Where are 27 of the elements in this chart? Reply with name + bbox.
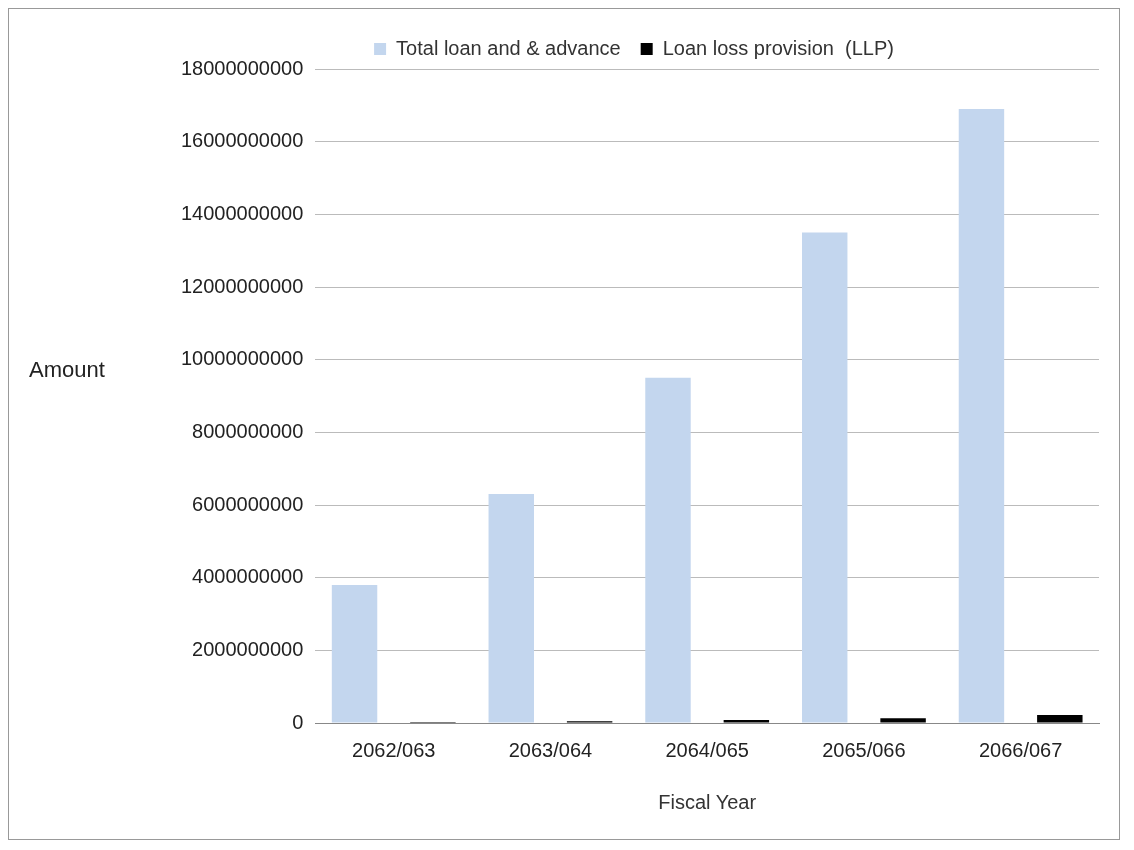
bar: [488, 494, 534, 723]
bar: [723, 720, 770, 723]
x-tick-label: 2062/063: [352, 738, 436, 761]
y-tick-label: 2000000000: [192, 637, 304, 660]
y-axis-title: Amount: [28, 357, 106, 383]
y-tick-label: 16000000000: [180, 129, 304, 152]
y-tick-label: 8000000000: [192, 419, 304, 442]
bar: [958, 108, 1005, 723]
y-tick-label: 4000000000: [192, 565, 304, 588]
x-tick-label: 2066/067: [978, 738, 1063, 761]
x-axis-title: Fiscal Year: [658, 790, 757, 813]
y-tick-label: 10000000000: [180, 347, 304, 370]
y-tick-label: 12000000000: [180, 274, 304, 297]
legend-label: Total loan and & advance: [396, 36, 621, 59]
y-tick-label: 6000000000: [192, 492, 304, 515]
x-tick-label: 2065/066: [822, 738, 906, 761]
legend-label: Loan loss provision (LLP): [662, 36, 894, 59]
bar: [880, 718, 926, 723]
y-tick-label: 0: [292, 710, 304, 733]
bar: [802, 232, 848, 723]
bar: [1037, 715, 1083, 723]
bar: [331, 584, 378, 723]
x-tick-label: 2063/064: [508, 738, 593, 761]
y-tick-label: 14000000000: [180, 201, 304, 224]
y-tick-label: 18000000000: [180, 56, 304, 79]
x-tick-label: 2064/065: [665, 738, 749, 761]
bar: [645, 377, 691, 723]
